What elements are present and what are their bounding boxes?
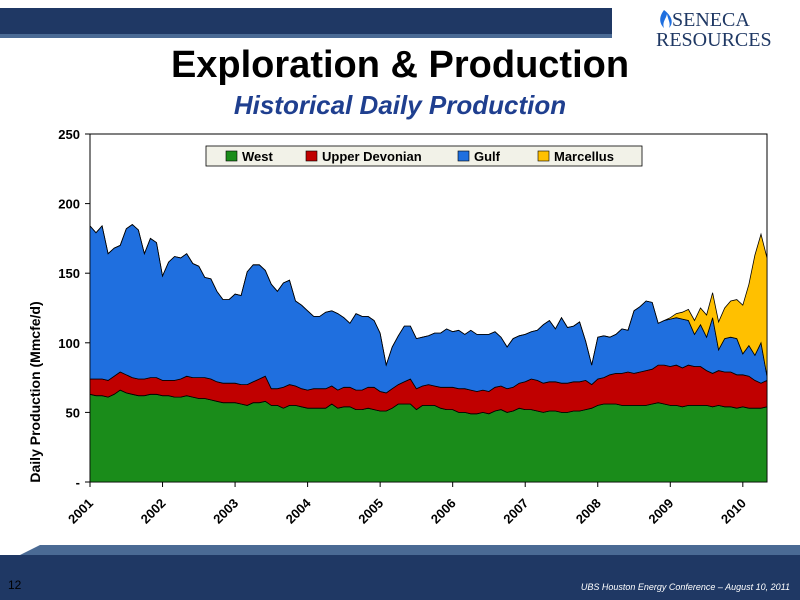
legend-swatch [225, 150, 238, 162]
x-tick-label: 2004 [283, 495, 315, 527]
footer-bar [0, 555, 800, 600]
x-tick-label: 2009 [645, 496, 676, 527]
legend-swatch [305, 150, 318, 162]
footer-text: UBS Houston Energy Conference – August 1… [580, 582, 790, 592]
y-tick-label: 150 [58, 266, 80, 281]
legend-label: Upper Devonian [322, 149, 422, 164]
x-tick-label: 2008 [573, 496, 604, 527]
y-tick-label: 200 [58, 197, 80, 212]
x-tick-label: 2001 [65, 496, 96, 527]
plot-area [89, 133, 768, 483]
x-tick-label: 2002 [138, 496, 169, 527]
page-title: Exploration & Production [170, 44, 630, 86]
y-tick-label: - [76, 475, 80, 490]
legend-label: West [242, 149, 273, 164]
x-tick-label: 2010 [718, 496, 749, 527]
flame-icon [660, 10, 672, 28]
header-bar [0, 8, 612, 36]
legend: West Upper Devonian Gulf Marcellus [205, 145, 643, 167]
page-number: 12 [8, 578, 22, 592]
x-tick-label: 2003 [210, 496, 241, 527]
series-area-marcellus [89, 223, 768, 377]
x-tick-label: 2007 [500, 496, 531, 527]
header-accent-bar [0, 34, 612, 38]
company-logo: SENECA RESOURCES [656, 9, 772, 50]
page-subtitle: Historical Daily Production [233, 90, 567, 120]
logo-line2: RESOURCES [656, 29, 772, 50]
x-tick-label: 2005 [355, 496, 386, 527]
legend-swatch [457, 150, 470, 162]
y-tick-label: 250 [58, 127, 80, 142]
y-tick-label: 50 [66, 405, 80, 420]
y-tick-label: 100 [58, 336, 80, 351]
x-tick-label: 2006 [428, 496, 459, 527]
production-chart: - 50 100 150 200 250 2001 2002 2003 2004 2005 2006 2… [27, 127, 768, 527]
logo-line1: SENECA [672, 9, 750, 31]
legend-label: Marcellus [554, 149, 614, 164]
y-axis-label: Daily Production (Mmcfe/d) [27, 301, 43, 482]
legend-label: Gulf [474, 149, 501, 164]
legend-swatch [537, 150, 550, 162]
